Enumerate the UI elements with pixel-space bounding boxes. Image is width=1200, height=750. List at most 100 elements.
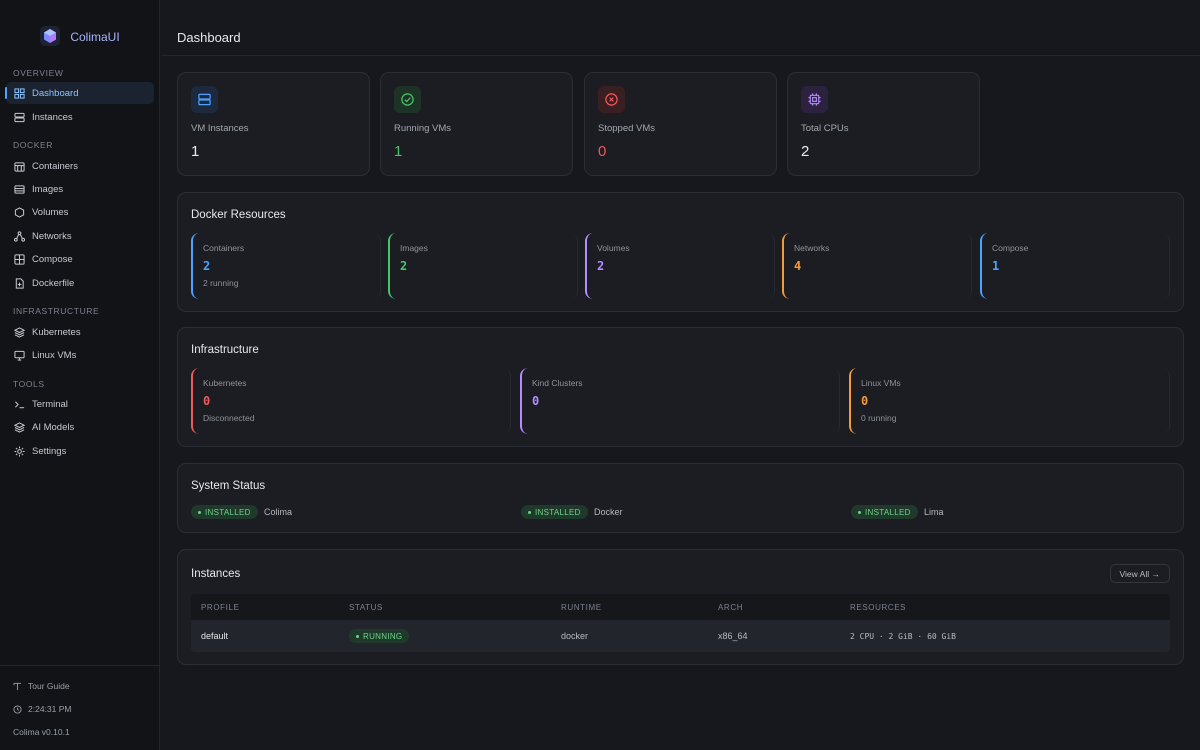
sidebar-item-ai-models[interactable]: AI Models: [6, 416, 154, 438]
view-all-button[interactable]: View All →: [1109, 564, 1170, 583]
sidebar-item-label: Dashboard: [32, 87, 79, 99]
sidebar-footer: Tour Guide 2:24:31 PM Colima v0.10.1: [0, 665, 160, 750]
sidebar: ColimaUI OVERVIEW Dashboard Instances DO…: [0, 0, 160, 750]
stat-label: Stopped VMs: [598, 123, 656, 134]
hexagon-icon: [14, 206, 25, 218]
column-header-status[interactable]: STATUS: [349, 603, 383, 612]
sidebar-item-dashboard[interactable]: Dashboard: [5, 82, 154, 104]
resource-tile-containers[interactable]: Containers 2 2 running: [191, 233, 381, 299]
resource-value: 2: [203, 259, 211, 273]
sidebar-item-kubernetes[interactable]: Kubernetes: [6, 321, 154, 343]
resource-tile-networks[interactable]: Networks 4: [782, 233, 972, 299]
resource-value: 2: [597, 259, 605, 273]
topbar: Dashboard: [161, 0, 1200, 56]
check-circle-icon: [394, 86, 421, 113]
sidebar-item-label: Instances: [32, 111, 73, 123]
resource-value: 1: [992, 259, 1000, 273]
section-title: Infrastructure: [191, 344, 259, 356]
infra-tile-kind-clusters[interactable]: Kind Clusters 0: [520, 368, 840, 434]
badge-text: RUNNING: [363, 631, 403, 641]
status-dot: [356, 634, 359, 638]
infra-value: 0: [861, 394, 869, 408]
infra-label: Kubernetes: [203, 378, 247, 388]
section-title: System Status: [191, 480, 266, 492]
section-title: Docker Resources: [191, 209, 286, 221]
stat-label: Running VMs: [394, 123, 452, 134]
terminal-icon: [15, 400, 25, 408]
stack-icon: [14, 326, 25, 338]
version-label: Colima v0.10.1: [13, 727, 70, 737]
stat-card-running-vms: Running VMs 1: [380, 72, 573, 176]
resource-tile-volumes[interactable]: Volumes 2: [585, 233, 775, 299]
cpu-icon: [801, 86, 828, 113]
running-badge: RUNNING: [349, 629, 410, 643]
sidebar-item-instances[interactable]: Instances: [6, 106, 154, 128]
status-dot: [858, 510, 861, 514]
monitor-icon: [14, 350, 25, 361]
infra-sub: Disconnected: [203, 413, 255, 423]
page-title: Dashboard: [177, 30, 241, 45]
colima-logo-icon: [40, 25, 61, 49]
section-label-overview: OVERVIEW: [13, 68, 64, 78]
section-label-infrastructure: INFRASTRUCTURE: [13, 306, 100, 316]
sidebar-item-containers[interactable]: Containers: [6, 155, 154, 177]
x-circle-icon: [598, 86, 625, 113]
status-badge: INSTALLED: [521, 505, 588, 519]
resource-label: Compose: [992, 243, 1029, 253]
infra-tile-linux-vms[interactable]: Linux VMs 0 0 running: [849, 368, 1170, 434]
status-name-lima: Lima: [924, 507, 944, 517]
column-header-resources[interactable]: RESOURCES: [850, 603, 907, 612]
sidebar-item-dockerfile[interactable]: Dockerfile: [6, 272, 154, 294]
stat-card-stopped-vms: Stopped VMs 0: [584, 72, 777, 176]
section-label-docker: DOCKER: [13, 140, 53, 150]
status-name-colima: Colima: [264, 507, 293, 517]
sidebar-item-compose[interactable]: Compose: [6, 248, 154, 270]
resource-tile-images[interactable]: Images 2: [388, 233, 578, 299]
badge-text: INSTALLED: [205, 507, 251, 517]
table-row[interactable]: default RUNNING docker x86_64 2 CPU · 2 …: [191, 620, 1170, 652]
compose-icon: [14, 253, 25, 265]
resource-tile-compose[interactable]: Compose 1: [980, 233, 1170, 299]
sidebar-item-label: Dockerfile: [32, 277, 75, 289]
column-header-arch[interactable]: ARCH: [718, 603, 744, 612]
sidebar-item-linux-vms[interactable]: Linux VMs: [6, 344, 154, 366]
column-header-profile[interactable]: PROFILE: [201, 603, 240, 612]
stat-value: 0: [598, 143, 607, 160]
cell-arch: x86_64: [718, 631, 748, 641]
server-icon: [14, 112, 25, 122]
sidebar-item-label: Kubernetes: [32, 326, 81, 338]
infra-sub: 0 running: [861, 413, 897, 423]
status-name-docker: Docker: [594, 507, 623, 517]
resource-sub: 2 running: [203, 278, 239, 288]
tour-guide-link[interactable]: Tour Guide: [13, 681, 70, 691]
resource-label: Volumes: [597, 243, 630, 253]
status-dot: [198, 510, 201, 514]
cell-runtime: docker: [561, 631, 589, 641]
cell-resources: 2 CPU · 2 GiB · 60 GiB: [850, 632, 956, 641]
sidebar-item-volumes[interactable]: Volumes: [6, 201, 154, 223]
stat-card-vm-instances: VM Instances 1: [177, 72, 370, 176]
table-header: PROFILE STATUS RUNTIME ARCH RESOURCES: [191, 594, 1170, 620]
sidebar-item-settings[interactable]: Settings: [6, 440, 154, 462]
clock-icon: [13, 704, 22, 714]
gear-icon: [14, 445, 25, 457]
network-icon: [14, 230, 25, 242]
version-text: Colima v0.10.1: [13, 727, 70, 737]
sidebar-item-images[interactable]: Images: [6, 178, 154, 200]
sidebar-item-networks[interactable]: Networks: [6, 225, 154, 247]
column-header-runtime[interactable]: RUNTIME: [561, 603, 602, 612]
infra-value: 0: [203, 394, 211, 408]
stat-label: Total CPUs: [801, 123, 849, 134]
infra-label: Kind Clusters: [532, 378, 583, 388]
sidebar-item-label: Compose: [32, 253, 73, 265]
infra-tile-kubernetes[interactable]: Kubernetes 0 Disconnected: [191, 368, 511, 434]
layers-stack-icon: [14, 421, 25, 433]
tour-icon: [13, 682, 22, 690]
stat-value: 2: [801, 143, 810, 160]
brand[interactable]: ColimaUI: [0, 25, 160, 49]
stat-value: 1: [191, 143, 200, 160]
status-badge: INSTALLED: [851, 505, 918, 519]
sidebar-item-terminal[interactable]: Terminal: [6, 393, 154, 415]
container-icon: [14, 161, 25, 172]
grid-icon: [14, 87, 25, 99]
